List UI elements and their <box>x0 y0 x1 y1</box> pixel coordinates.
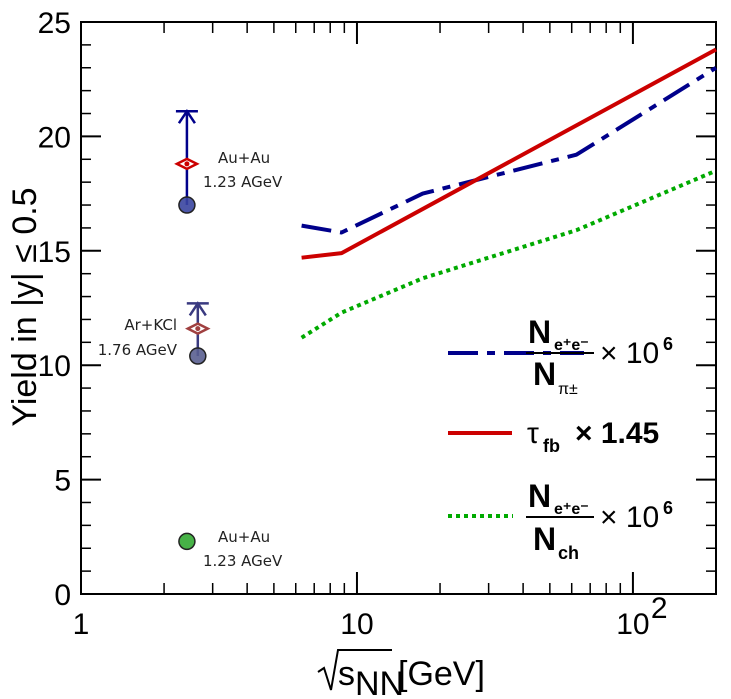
data-point-circle-3 <box>189 347 207 365</box>
annotation-line1-2: Ar+KCl <box>124 316 177 334</box>
legend-1-num-sub: e⁺e⁻ <box>554 337 589 354</box>
data-point-diamond-center-2 <box>184 161 190 167</box>
legend-3-factor-exp: 6 <box>663 498 673 518</box>
annotation-line1-1: Au+Au <box>218 149 270 167</box>
y-tick-label: 20 <box>38 121 71 154</box>
x-axis-label-sub: NN <box>355 665 404 699</box>
legend-2-symbol: τ <box>527 417 539 450</box>
series-line-2 <box>301 47 717 260</box>
legend-2-symbol-sub: fb <box>543 436 560 456</box>
annotation-line2-2: 1.76 AGeV <box>98 341 178 359</box>
legend: N e⁺e⁻ N π± × 10 6 τ fb × 1.45 N e⁺e⁻ N … <box>448 314 673 563</box>
x-tick-label: 1 <box>73 608 90 641</box>
legend-3-den-sub: ch <box>558 543 579 563</box>
data-point-circle-1 <box>178 196 196 214</box>
x-tick-exponent: 2 <box>651 592 668 625</box>
legend-1-factor: × 10 <box>600 337 659 370</box>
legend-3-num-sub: e⁺e⁻ <box>554 501 589 518</box>
y-tick-label: 5 <box>54 465 71 498</box>
series-line-1 <box>301 66 718 235</box>
x-tick-label: 10 <box>340 608 373 641</box>
legend-1-factor-exp: 6 <box>663 334 673 354</box>
annotation-line2-1: 1.23 AGeV <box>203 173 283 191</box>
data-point-circle-5 <box>178 532 196 551</box>
annotation-line2-3: 1.23 AGeV <box>203 552 283 570</box>
legend-3-factor: × 10 <box>600 501 659 534</box>
y-tick-label: 0 <box>54 579 71 612</box>
y-tick-label: 25 <box>38 7 71 40</box>
x-tick-label: 10 <box>616 608 649 641</box>
sqrt-sign <box>317 649 392 691</box>
legend-3-den: N <box>533 521 556 557</box>
y-axis-label: Yield in |y| ≤ 0.5 <box>6 187 44 426</box>
upper-limit-arrowhead-1 <box>177 108 196 124</box>
plot-frame <box>80 21 717 595</box>
legend-1-den-sub: π± <box>558 381 578 398</box>
legend-1-num: N <box>528 314 551 350</box>
series-lines <box>300 47 718 340</box>
upper-limit-arrowhead-3 <box>188 301 207 317</box>
legend-1-den: N <box>533 356 556 392</box>
data-points <box>174 108 211 551</box>
x-axis-label-unit: [GeV] <box>398 655 485 693</box>
annotation-line1-3: Au+Au <box>218 528 270 546</box>
series-line-3 <box>300 168 717 340</box>
x-axis-label-main: s <box>338 655 355 693</box>
data-point-diamond-center-4 <box>195 326 201 332</box>
legend-2-factor: × 1.45 <box>575 417 659 450</box>
annotations: Au+Au 1.23 AGeV Ar+KCl 1.76 AGeV Au+Au 1.23 A… <box>98 149 283 570</box>
y-tick-label: 10 <box>38 350 71 383</box>
x-axis-label: s NN [GeV] <box>317 649 485 699</box>
y-tick-label: 15 <box>38 236 71 269</box>
legend-3-num: N <box>528 478 551 514</box>
